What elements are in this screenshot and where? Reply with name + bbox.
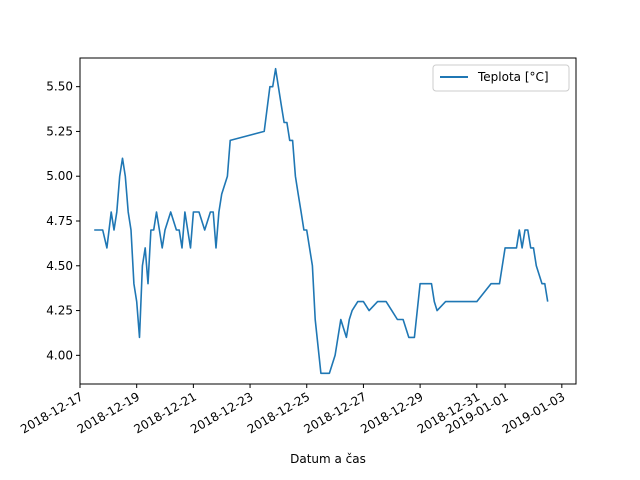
- x-axis-title: Datum a čas: [290, 452, 366, 466]
- legend-label: Teplota [°C]: [477, 70, 549, 84]
- legend-box: [432, 64, 570, 92]
- y-tick-label: 4.25: [46, 304, 73, 318]
- plot-area: [94, 67, 549, 375]
- legend: Teplota [°C]: [432, 64, 570, 92]
- y-tick-label: 4.75: [46, 214, 73, 228]
- y-tick-label: 4.50: [46, 259, 73, 273]
- y-tick-label: 5.25: [46, 124, 73, 138]
- y-tick-label: 5.50: [46, 80, 73, 94]
- y-tick-label: 5.00: [46, 169, 73, 183]
- y-tick-label: 4.00: [46, 348, 73, 362]
- y-axis: 4.00 4.25 4.50 4.75 5.00 5.25 5.50: [46, 80, 80, 362]
- temperature-series-line: [94, 67, 549, 375]
